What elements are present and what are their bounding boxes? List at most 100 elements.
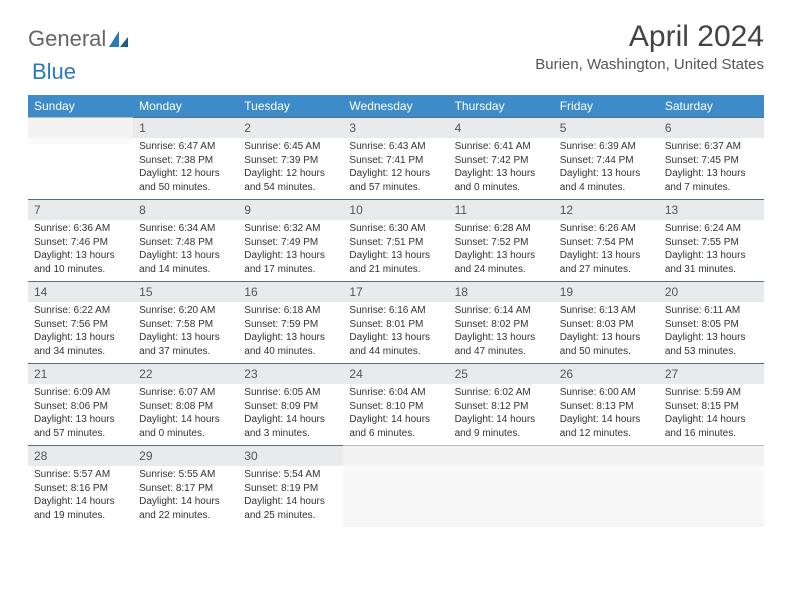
sunrise-line: Sunrise: 6:09 AM [34, 386, 127, 400]
day-details: Sunrise: 6:16 AMSunset: 8:01 PMDaylight:… [343, 302, 448, 362]
sunrise-line: Sunrise: 6:20 AM [139, 304, 232, 318]
sunset-line: Sunset: 8:19 PM [244, 482, 337, 496]
sunrise-line: Sunrise: 6:47 AM [139, 140, 232, 154]
sunset-line: Sunset: 7:42 PM [455, 154, 548, 168]
calendar-day-cell: 7Sunrise: 6:36 AMSunset: 7:46 PMDaylight… [28, 199, 133, 281]
day-details: Sunrise: 6:45 AMSunset: 7:39 PMDaylight:… [238, 138, 343, 198]
sunset-line: Sunset: 8:06 PM [34, 400, 127, 414]
calendar-day-cell: 9Sunrise: 6:32 AMSunset: 7:49 PMDaylight… [238, 199, 343, 281]
title-block: April 2024 Burien, Washington, United St… [535, 20, 764, 73]
sunrise-line: Sunrise: 6:37 AM [665, 140, 758, 154]
day-number: 28 [28, 445, 133, 466]
calendar-day-cell [554, 445, 659, 527]
day-details: Sunrise: 6:39 AMSunset: 7:44 PMDaylight:… [554, 138, 659, 198]
day-number: 17 [343, 281, 448, 302]
sunset-line: Sunset: 8:16 PM [34, 482, 127, 496]
day-number: 1 [133, 117, 238, 138]
day-details: Sunrise: 6:30 AMSunset: 7:51 PMDaylight:… [343, 220, 448, 280]
calendar-day-cell [659, 445, 764, 527]
day-number: 15 [133, 281, 238, 302]
calendar-day-cell: 27Sunrise: 5:59 AMSunset: 8:15 PMDayligh… [659, 363, 764, 445]
sunrise-line: Sunrise: 6:26 AM [560, 222, 653, 236]
logo-sail-icon [108, 29, 130, 49]
day-details: Sunrise: 6:24 AMSunset: 7:55 PMDaylight:… [659, 220, 764, 280]
sunrise-line: Sunrise: 5:57 AM [34, 468, 127, 482]
daylight-line: Daylight: 13 hours and 47 minutes. [455, 331, 548, 358]
weekday-header-row: SundayMondayTuesdayWednesdayThursdayFrid… [28, 95, 764, 117]
calendar-day-cell: 12Sunrise: 6:26 AMSunset: 7:54 PMDayligh… [554, 199, 659, 281]
day-details: Sunrise: 6:04 AMSunset: 8:10 PMDaylight:… [343, 384, 448, 444]
day-number: 16 [238, 281, 343, 302]
day-details: Sunrise: 6:28 AMSunset: 7:52 PMDaylight:… [449, 220, 554, 280]
calendar-day-cell: 24Sunrise: 6:04 AMSunset: 8:10 PMDayligh… [343, 363, 448, 445]
calendar-day-cell: 2Sunrise: 6:45 AMSunset: 7:39 PMDaylight… [238, 117, 343, 199]
day-number: 26 [554, 363, 659, 384]
daylight-line: Daylight: 14 hours and 6 minutes. [349, 413, 442, 440]
weekday-header: Monday [133, 95, 238, 117]
sunrise-line: Sunrise: 6:11 AM [665, 304, 758, 318]
day-number: 7 [28, 199, 133, 220]
calendar-day-cell: 29Sunrise: 5:55 AMSunset: 8:17 PMDayligh… [133, 445, 238, 527]
day-details: Sunrise: 6:20 AMSunset: 7:58 PMDaylight:… [133, 302, 238, 362]
sunrise-line: Sunrise: 5:54 AM [244, 468, 337, 482]
sunrise-line: Sunrise: 6:07 AM [139, 386, 232, 400]
sunrise-line: Sunrise: 5:59 AM [665, 386, 758, 400]
sunset-line: Sunset: 8:09 PM [244, 400, 337, 414]
sunset-line: Sunset: 8:13 PM [560, 400, 653, 414]
day-details: Sunrise: 5:59 AMSunset: 8:15 PMDaylight:… [659, 384, 764, 444]
sunset-line: Sunset: 8:12 PM [455, 400, 548, 414]
day-number: 18 [449, 281, 554, 302]
sunset-line: Sunset: 7:41 PM [349, 154, 442, 168]
sunset-line: Sunset: 7:54 PM [560, 236, 653, 250]
calendar-week-row: 14Sunrise: 6:22 AMSunset: 7:56 PMDayligh… [28, 281, 764, 363]
day-number: 25 [449, 363, 554, 384]
daylight-line: Daylight: 13 hours and 10 minutes. [34, 249, 127, 276]
daylight-line: Daylight: 13 hours and 44 minutes. [349, 331, 442, 358]
sunset-line: Sunset: 8:15 PM [665, 400, 758, 414]
calendar-table: SundayMondayTuesdayWednesdayThursdayFrid… [28, 95, 764, 527]
daylight-line: Daylight: 13 hours and 4 minutes. [560, 167, 653, 194]
calendar-day-cell: 28Sunrise: 5:57 AMSunset: 8:16 PMDayligh… [28, 445, 133, 527]
logo: General [28, 20, 130, 52]
day-details: Sunrise: 6:00 AMSunset: 8:13 PMDaylight:… [554, 384, 659, 444]
calendar-day-cell: 14Sunrise: 6:22 AMSunset: 7:56 PMDayligh… [28, 281, 133, 363]
sunset-line: Sunset: 7:51 PM [349, 236, 442, 250]
day-number: 23 [238, 363, 343, 384]
month-title: April 2024 [535, 20, 764, 54]
sunset-line: Sunset: 8:03 PM [560, 318, 653, 332]
day-number: 30 [238, 445, 343, 466]
day-details: Sunrise: 6:18 AMSunset: 7:59 PMDaylight:… [238, 302, 343, 362]
location: Burien, Washington, United States [535, 56, 764, 73]
day-details: Sunrise: 6:47 AMSunset: 7:38 PMDaylight:… [133, 138, 238, 198]
sunrise-line: Sunrise: 6:41 AM [455, 140, 548, 154]
sunrise-line: Sunrise: 6:45 AM [244, 140, 337, 154]
weekday-header: Tuesday [238, 95, 343, 117]
calendar-day-cell: 18Sunrise: 6:14 AMSunset: 8:02 PMDayligh… [449, 281, 554, 363]
day-details: Sunrise: 6:41 AMSunset: 7:42 PMDaylight:… [449, 138, 554, 198]
daylight-line: Daylight: 14 hours and 9 minutes. [455, 413, 548, 440]
sunset-line: Sunset: 7:49 PM [244, 236, 337, 250]
daylight-line: Daylight: 13 hours and 17 minutes. [244, 249, 337, 276]
day-number: 19 [554, 281, 659, 302]
day-details: Sunrise: 6:09 AMSunset: 8:06 PMDaylight:… [28, 384, 133, 444]
sunrise-line: Sunrise: 6:16 AM [349, 304, 442, 318]
sunset-line: Sunset: 7:44 PM [560, 154, 653, 168]
daylight-line: Daylight: 14 hours and 3 minutes. [244, 413, 337, 440]
calendar-day-cell [449, 445, 554, 527]
sunrise-line: Sunrise: 6:43 AM [349, 140, 442, 154]
sunrise-line: Sunrise: 6:18 AM [244, 304, 337, 318]
calendar-day-cell: 26Sunrise: 6:00 AMSunset: 8:13 PMDayligh… [554, 363, 659, 445]
sunset-line: Sunset: 7:48 PM [139, 236, 232, 250]
day-details: Sunrise: 6:36 AMSunset: 7:46 PMDaylight:… [28, 220, 133, 280]
calendar-week-row: 7Sunrise: 6:36 AMSunset: 7:46 PMDaylight… [28, 199, 764, 281]
day-details: Sunrise: 5:54 AMSunset: 8:19 PMDaylight:… [238, 466, 343, 526]
calendar-day-cell: 13Sunrise: 6:24 AMSunset: 7:55 PMDayligh… [659, 199, 764, 281]
day-details: Sunrise: 5:57 AMSunset: 8:16 PMDaylight:… [28, 466, 133, 526]
day-number: 27 [659, 363, 764, 384]
day-number: 9 [238, 199, 343, 220]
day-number: 10 [343, 199, 448, 220]
sunrise-line: Sunrise: 6:14 AM [455, 304, 548, 318]
logo-text-general: General [28, 26, 106, 52]
weekday-header: Saturday [659, 95, 764, 117]
day-details: Sunrise: 6:32 AMSunset: 7:49 PMDaylight:… [238, 220, 343, 280]
